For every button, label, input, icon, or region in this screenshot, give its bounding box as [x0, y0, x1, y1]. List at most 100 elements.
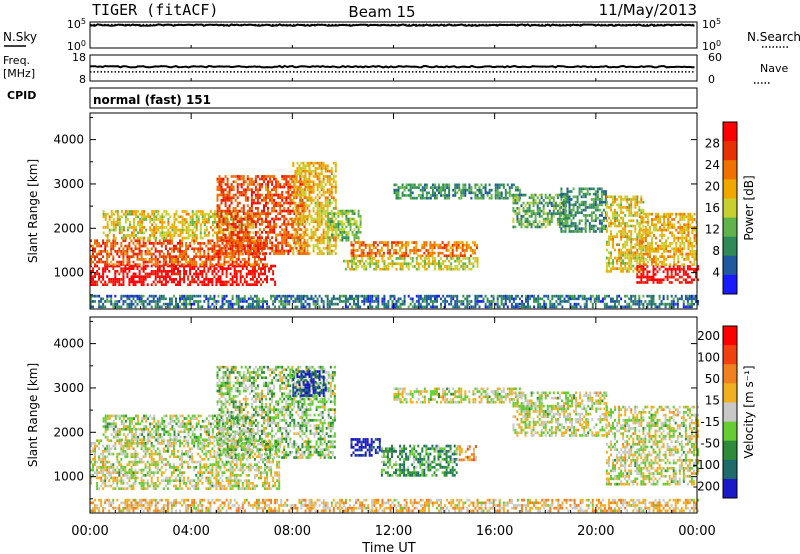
- power-echo-cell: [574, 214, 577, 217]
- power-echo-cell: [622, 246, 625, 249]
- power-echo-cell: [110, 247, 113, 251]
- power-echo-cell: [235, 272, 238, 276]
- power-echo-cell: [106, 297, 109, 301]
- power-echo-cell: [605, 264, 608, 268]
- power-echo-cell: [459, 254, 462, 258]
- power-echo-cell: [518, 196, 521, 200]
- nsearch-label: N.Search: [747, 30, 800, 44]
- power-echo-cell: [532, 209, 535, 213]
- power-echo-cell: [618, 195, 621, 199]
- power-echo-cell: [100, 305, 103, 309]
- power-echo-cell: [355, 220, 358, 223]
- power-echo-cell: [512, 193, 515, 197]
- power-echo-cell: [219, 278, 222, 281]
- power-echo-cell: [185, 220, 188, 224]
- power-echo-cell: [563, 199, 565, 202]
- power-echo-cell: [508, 191, 511, 195]
- power-echo-cell: [578, 187, 581, 191]
- power-echo-cell: [464, 257, 467, 260]
- power-echo-cell: [179, 305, 181, 309]
- power-echo-cell: [165, 210, 168, 213]
- power-echo-cell: [697, 265, 699, 268]
- power-echo-cell: [444, 186, 447, 189]
- power-echo-cell: [431, 183, 434, 187]
- power-echo-cell: [566, 200, 569, 204]
- power-echo-cell: [328, 169, 331, 173]
- power-echo-cell: [241, 263, 244, 266]
- power-echo-cell: [337, 225, 340, 229]
- noise-left-tick-0: 105: [67, 17, 86, 31]
- power-echo-cell: [220, 199, 223, 202]
- power-echo-cell: [138, 294, 141, 298]
- power-echo-cell: [168, 278, 171, 281]
- power-echo-cell: [132, 250, 135, 253]
- power-echo-cell: [252, 218, 255, 221]
- power-echo-cell: [104, 212, 107, 216]
- power-echo-cell: [112, 302, 115, 306]
- power-echo-cell: [285, 241, 288, 245]
- power-echo-cell: [349, 228, 352, 231]
- power-echo-cell: [646, 273, 649, 276]
- power-echo-cell: [158, 250, 161, 253]
- power-echo-cell: [608, 270, 610, 273]
- power-echo-cell: [285, 225, 288, 229]
- power-echo-cell: [434, 196, 436, 200]
- power-echo-cell: [514, 225, 517, 229]
- power-echo-cell: [600, 230, 603, 233]
- power-echo-cell: [90, 280, 92, 284]
- power-echo-cell: [612, 195, 614, 199]
- power-echo-cell: [461, 243, 464, 247]
- power-echo-cell: [312, 231, 315, 234]
- power-echo-cell: [468, 186, 471, 189]
- power-echo-cell: [330, 225, 333, 229]
- power-echo-cell: [683, 263, 686, 266]
- power-echo-cell: [250, 199, 253, 202]
- power-echo-cell: [353, 212, 356, 215]
- power-echo-cell: [296, 161, 299, 165]
- power-echo-cell: [538, 199, 541, 202]
- power-echo-cell: [92, 260, 94, 264]
- power-echo-cell: [183, 267, 186, 270]
- power-echo-cell: [312, 175, 315, 178]
- power-echo-cell: [201, 264, 204, 268]
- power-echo-cell: [221, 272, 224, 276]
- power-echo-cell: [657, 247, 659, 251]
- power-echo-cell: [431, 188, 434, 192]
- power-echo-cell: [266, 263, 268, 266]
- power-echo-cell: [116, 264, 119, 268]
- power-echo-cell: [684, 278, 687, 282]
- power-echo-cell: [663, 212, 666, 216]
- power-echo-cell: [369, 262, 372, 266]
- power-echo-cell: [326, 223, 329, 226]
- power-echo-cell: [279, 207, 282, 210]
- power-echo-cell: [246, 185, 249, 189]
- power-echo-cell: [162, 275, 165, 278]
- power-echo-cell: [456, 259, 459, 263]
- power-echo-cell: [161, 223, 164, 227]
- power-echo-cell: [252, 226, 255, 229]
- power-echo-cell: [574, 230, 577, 233]
- power-echo-cell: [318, 207, 321, 210]
- power-echo-cell: [135, 226, 137, 229]
- power-echo-cell: [556, 193, 559, 197]
- power-echo-cell: [403, 259, 406, 263]
- power-echo-cell: [614, 224, 616, 228]
- power-echo-cell: [558, 204, 561, 207]
- power-echo-cell: [277, 201, 280, 205]
- power-echo-cell: [328, 193, 331, 197]
- power-echo-cell: [676, 273, 679, 276]
- power-echo-cell: [377, 265, 380, 268]
- power-echo-cell: [360, 254, 363, 258]
- power-echo-cell: [375, 262, 378, 266]
- power-echo-cell: [672, 267, 675, 271]
- power-echo-cell: [143, 236, 146, 240]
- power-echo-cell: [568, 203, 571, 207]
- power-echo-cell: [90, 305, 92, 309]
- power-echo-cell: [228, 185, 231, 189]
- power-echo-cell: [283, 241, 286, 245]
- power-echo-cell: [669, 226, 672, 229]
- power-echo-cell: [605, 267, 608, 270]
- power-echo-cell: [596, 203, 599, 207]
- power-echo-cell: [668, 265, 671, 268]
- power-echo-cell: [262, 258, 264, 261]
